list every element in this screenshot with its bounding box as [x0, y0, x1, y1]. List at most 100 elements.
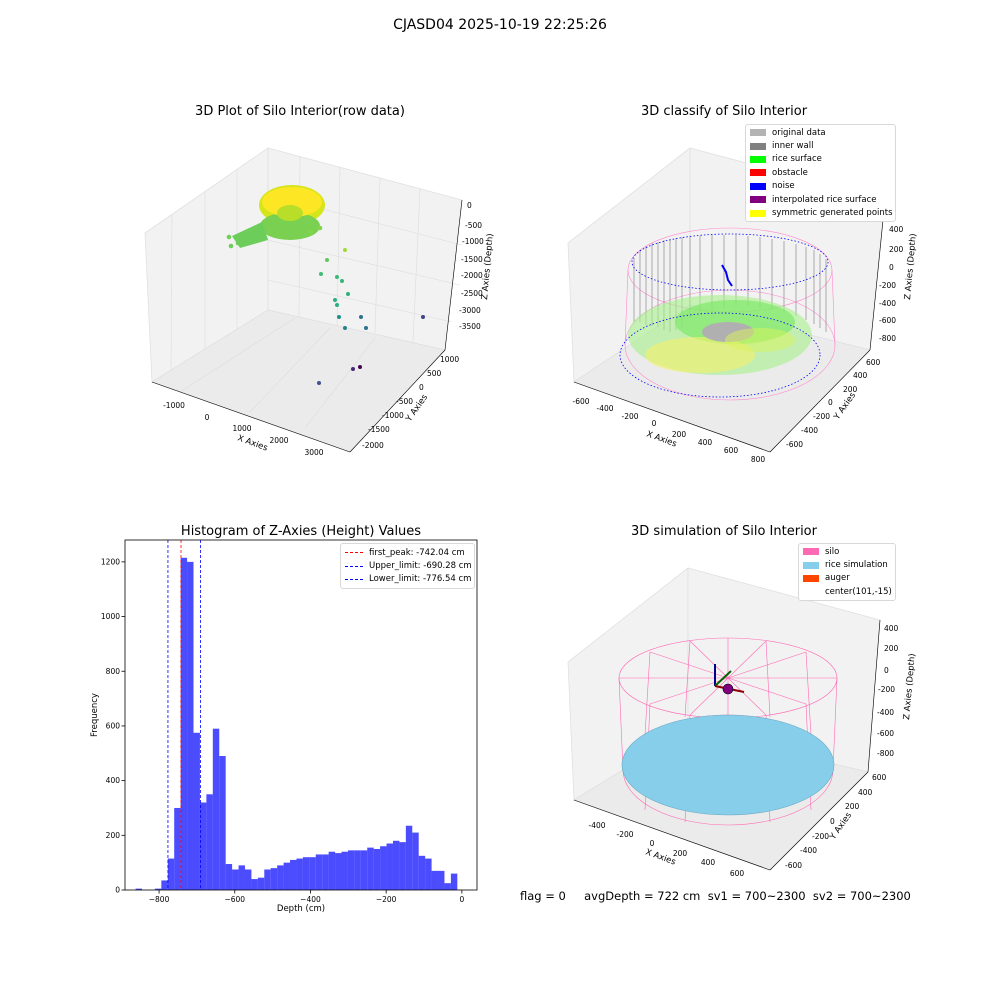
- legend-item-noise: noise: [746, 180, 895, 193]
- raw-ytick-7: -2000: [362, 441, 384, 450]
- legend-item-interpolated: interpolated rice surface: [746, 193, 895, 206]
- simulation-ylabel: Y Axies: [828, 810, 855, 842]
- raw-ytick-1: 1000: [440, 355, 459, 364]
- legend-swatch: [750, 209, 766, 217]
- simulation-ytick-4: 0: [830, 817, 835, 826]
- classify-ytick-5: -200: [813, 412, 830, 421]
- histogram-xtick-label: −600: [224, 895, 245, 904]
- histogram-bar: [412, 832, 419, 890]
- legend-swatch: [750, 142, 766, 150]
- histogram-bar: [341, 851, 348, 890]
- legend-item-first-peak: first_peak: -742.04 cm: [341, 546, 474, 559]
- legend-swatch: [750, 155, 766, 163]
- legend-swatch: [803, 548, 819, 556]
- raw-xtick-5: 3000: [304, 448, 323, 457]
- legend-label: auger: [825, 573, 850, 584]
- histogram-bar: [296, 858, 303, 890]
- histogram-bar: [302, 857, 310, 890]
- histogram-bar: [270, 868, 278, 890]
- histogram-bar: [264, 869, 271, 890]
- legend-label: obstacle: [772, 167, 808, 178]
- raw-ztick-7: -3000: [459, 306, 481, 315]
- legend-label: silo: [825, 546, 840, 557]
- legend-item-center: center(101,-15): [799, 585, 895, 598]
- histogram-bar: [438, 870, 445, 890]
- histogram-ylabel: Frequency: [90, 693, 100, 737]
- legend-swatch: [803, 561, 819, 569]
- classify-xtick-6: 400: [698, 438, 713, 447]
- histogram-bar: [161, 880, 168, 890]
- simulation-ztick-7: -800: [877, 749, 894, 758]
- histogram-vlines: [167, 540, 201, 890]
- histogram-bar: [373, 848, 381, 890]
- legend-label: rice simulation: [825, 560, 888, 571]
- simulation-ztick-2: 200: [884, 644, 899, 653]
- histogram-yticks: 0 200 400 600 800 1000 1200: [101, 557, 125, 895]
- legend-swatch: [803, 574, 819, 582]
- legend-item-original-data: original data: [746, 126, 895, 139]
- histogram-ytick-label: 400: [106, 776, 121, 785]
- histogram-bar: [232, 869, 239, 890]
- legend-item-silo: silo: [799, 545, 895, 558]
- simulation-ytick-5: -200: [812, 832, 829, 841]
- histogram-xtick-label: −200: [376, 895, 397, 904]
- histogram-bar: [405, 825, 413, 890]
- figure-title: CJASD04 2025-10-19 22:25:26: [393, 17, 607, 33]
- histogram-bar: [283, 862, 291, 890]
- rice-simulation-surface: [621, 714, 835, 816]
- histogram-bar: [238, 865, 245, 890]
- histogram-ytick-label: 200: [106, 831, 121, 840]
- legend-item-lower-limit: Lower_limit: -776.54 cm: [341, 573, 474, 586]
- histogram-ytick-label: 800: [106, 667, 121, 676]
- legend-swatch: [750, 129, 766, 137]
- legend-item-upper-limit: Upper_limit: -690.28 cm: [341, 559, 474, 572]
- histogram-bar: [135, 888, 143, 890]
- classify-ytick-2: 400: [853, 371, 868, 380]
- legend-swatch: [750, 196, 766, 204]
- histogram-bar: [450, 873, 458, 890]
- histogram-bar: [328, 851, 336, 890]
- legend-swatch: [803, 588, 819, 595]
- classify-ztick-3: 0: [889, 263, 894, 272]
- histogram-bar: [380, 846, 387, 890]
- raw-ytick-5: -1000: [382, 411, 404, 420]
- simulation-ytick-3: 200: [845, 802, 860, 811]
- legend-line: [345, 552, 363, 554]
- legend-label: original data: [772, 127, 826, 138]
- histogram-xticks: −800 −600 −400 −200 0: [149, 890, 464, 904]
- histogram-bar: [251, 879, 258, 890]
- simulation-ztick-6: -600: [877, 729, 894, 738]
- raw-ztick-4: -1500: [461, 255, 483, 264]
- classify-xtick-2: -400: [596, 404, 613, 413]
- classify-xtick-5: 200: [672, 430, 687, 439]
- histogram-bar: [315, 854, 323, 890]
- histogram-bar: [277, 865, 284, 890]
- simulation-xtick-6: 600: [730, 869, 745, 878]
- raw-scatter-points: [226, 185, 425, 385]
- simulation-xtick-1: -400: [588, 821, 605, 830]
- classify-ytick-6: -400: [801, 426, 818, 435]
- classify-ytick-4: 0: [828, 398, 833, 407]
- histogram-ytick-label: 0: [115, 886, 120, 895]
- histogram-frame: [124, 539, 478, 891]
- raw-ztick-8: -3500: [459, 322, 481, 331]
- simulation-ztick-1: 400: [884, 624, 899, 633]
- simulation-ytick-7: -600: [785, 861, 802, 870]
- raw-xtick-2: 0: [205, 413, 210, 422]
- histogram-bar: [399, 842, 406, 890]
- legend-item-rice-simulation: rice simulation: [799, 558, 895, 571]
- raw-ytick-6: -1500: [368, 425, 390, 434]
- raw-xtick-3: 1000: [232, 424, 251, 433]
- histogram-title: Histogram of Z-Axies (Height) Values: [180, 524, 422, 539]
- classify-xtick-8: 800: [751, 455, 766, 464]
- simulation-xtick-2: -200: [616, 830, 633, 839]
- legend-label: Lower_limit: -776.54 cm: [369, 574, 472, 585]
- raw-ztick-2: -500: [465, 221, 482, 230]
- raw-panel-title: 3D Plot of Silo Interior(row data): [195, 104, 405, 119]
- histogram-bar: [257, 877, 265, 890]
- legend-item-inner-wall: inner wall: [746, 139, 895, 152]
- histogram-bar: [167, 858, 175, 890]
